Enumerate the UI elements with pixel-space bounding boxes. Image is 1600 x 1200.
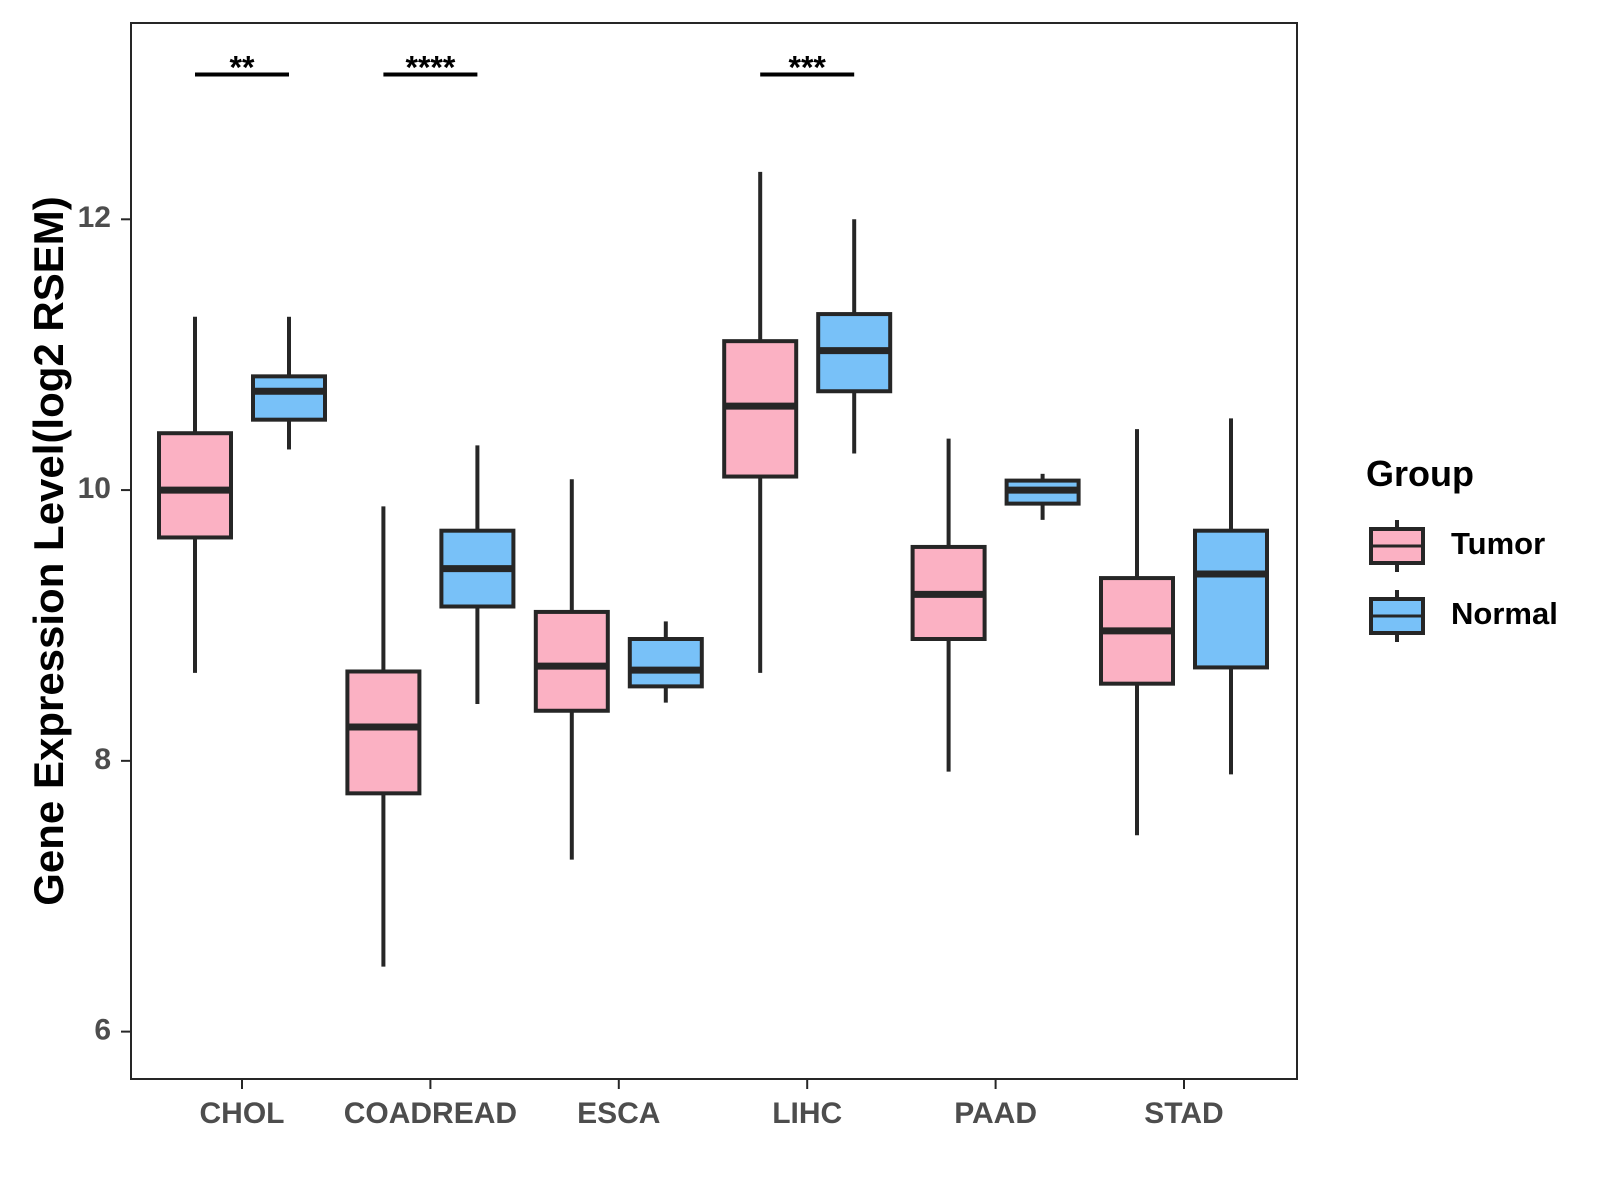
box-tumor-stad: [1099, 429, 1175, 836]
box-tumor-lihc: [722, 171, 799, 673]
legend-label: Tumor: [1451, 526, 1545, 561]
series-normal: [251, 219, 1269, 775]
box-normal-coadread: [439, 445, 516, 704]
box-iqr: [627, 637, 704, 689]
x-axis: CHOL COADREAD ESCA LIHC PAAD STAD: [200, 1079, 1224, 1130]
significance-label: **: [230, 49, 255, 85]
box-tumor-chol: [157, 316, 233, 673]
significance-lihc: ***: [760, 49, 855, 85]
box-iqr: [345, 669, 422, 796]
y-axis-label: Gene Expression Level(log2 RSEM): [25, 196, 72, 906]
y-tick-label: 8: [94, 743, 111, 776]
legend-item-normal: Normal: [1369, 590, 1558, 642]
significance-chol: **: [195, 49, 289, 85]
x-tick-label: LIHC: [772, 1097, 842, 1130]
significance-annotations: ** **** ***: [195, 49, 855, 85]
y-tick-label: 6: [94, 1014, 111, 1047]
box-tumor-esca: [533, 479, 610, 860]
box-normal-paad: [1004, 473, 1081, 520]
series-tumor: [157, 171, 1175, 967]
plot-panel-border: [130, 22, 1298, 1080]
legend: Group Tumor Normal: [1366, 453, 1558, 642]
significance-label: ***: [789, 49, 827, 85]
box-tumor-paad: [910, 438, 987, 772]
box-normal-chol: [251, 316, 327, 450]
significance-label: ****: [405, 49, 455, 85]
y-axis: 6 8 10 12: [78, 201, 131, 1047]
x-tick-label: ESCA: [577, 1097, 660, 1130]
box-tumor-coadread: [345, 506, 422, 967]
y-tick-label: 10: [78, 472, 111, 505]
y-tick-label: 12: [78, 201, 111, 234]
box-iqr: [251, 374, 327, 422]
x-tick-label: COADREAD: [344, 1097, 517, 1130]
box-iqr: [1193, 528, 1269, 670]
box-normal-stad: [1193, 418, 1269, 775]
legend-label: Normal: [1451, 596, 1558, 631]
x-tick-label: PAAD: [954, 1097, 1037, 1130]
significance-coadread: ****: [383, 49, 478, 85]
x-tick-label: CHOL: [200, 1097, 285, 1130]
x-tick-label: STAD: [1144, 1097, 1223, 1130]
legend-item-tumor: Tumor: [1369, 520, 1545, 572]
box-iqr: [533, 609, 610, 713]
box-series: [157, 171, 1269, 967]
box-normal-lihc: [816, 219, 893, 454]
box-normal-esca: [627, 621, 704, 703]
box-iqr: [157, 431, 233, 540]
legend-title: Group: [1366, 453, 1474, 494]
